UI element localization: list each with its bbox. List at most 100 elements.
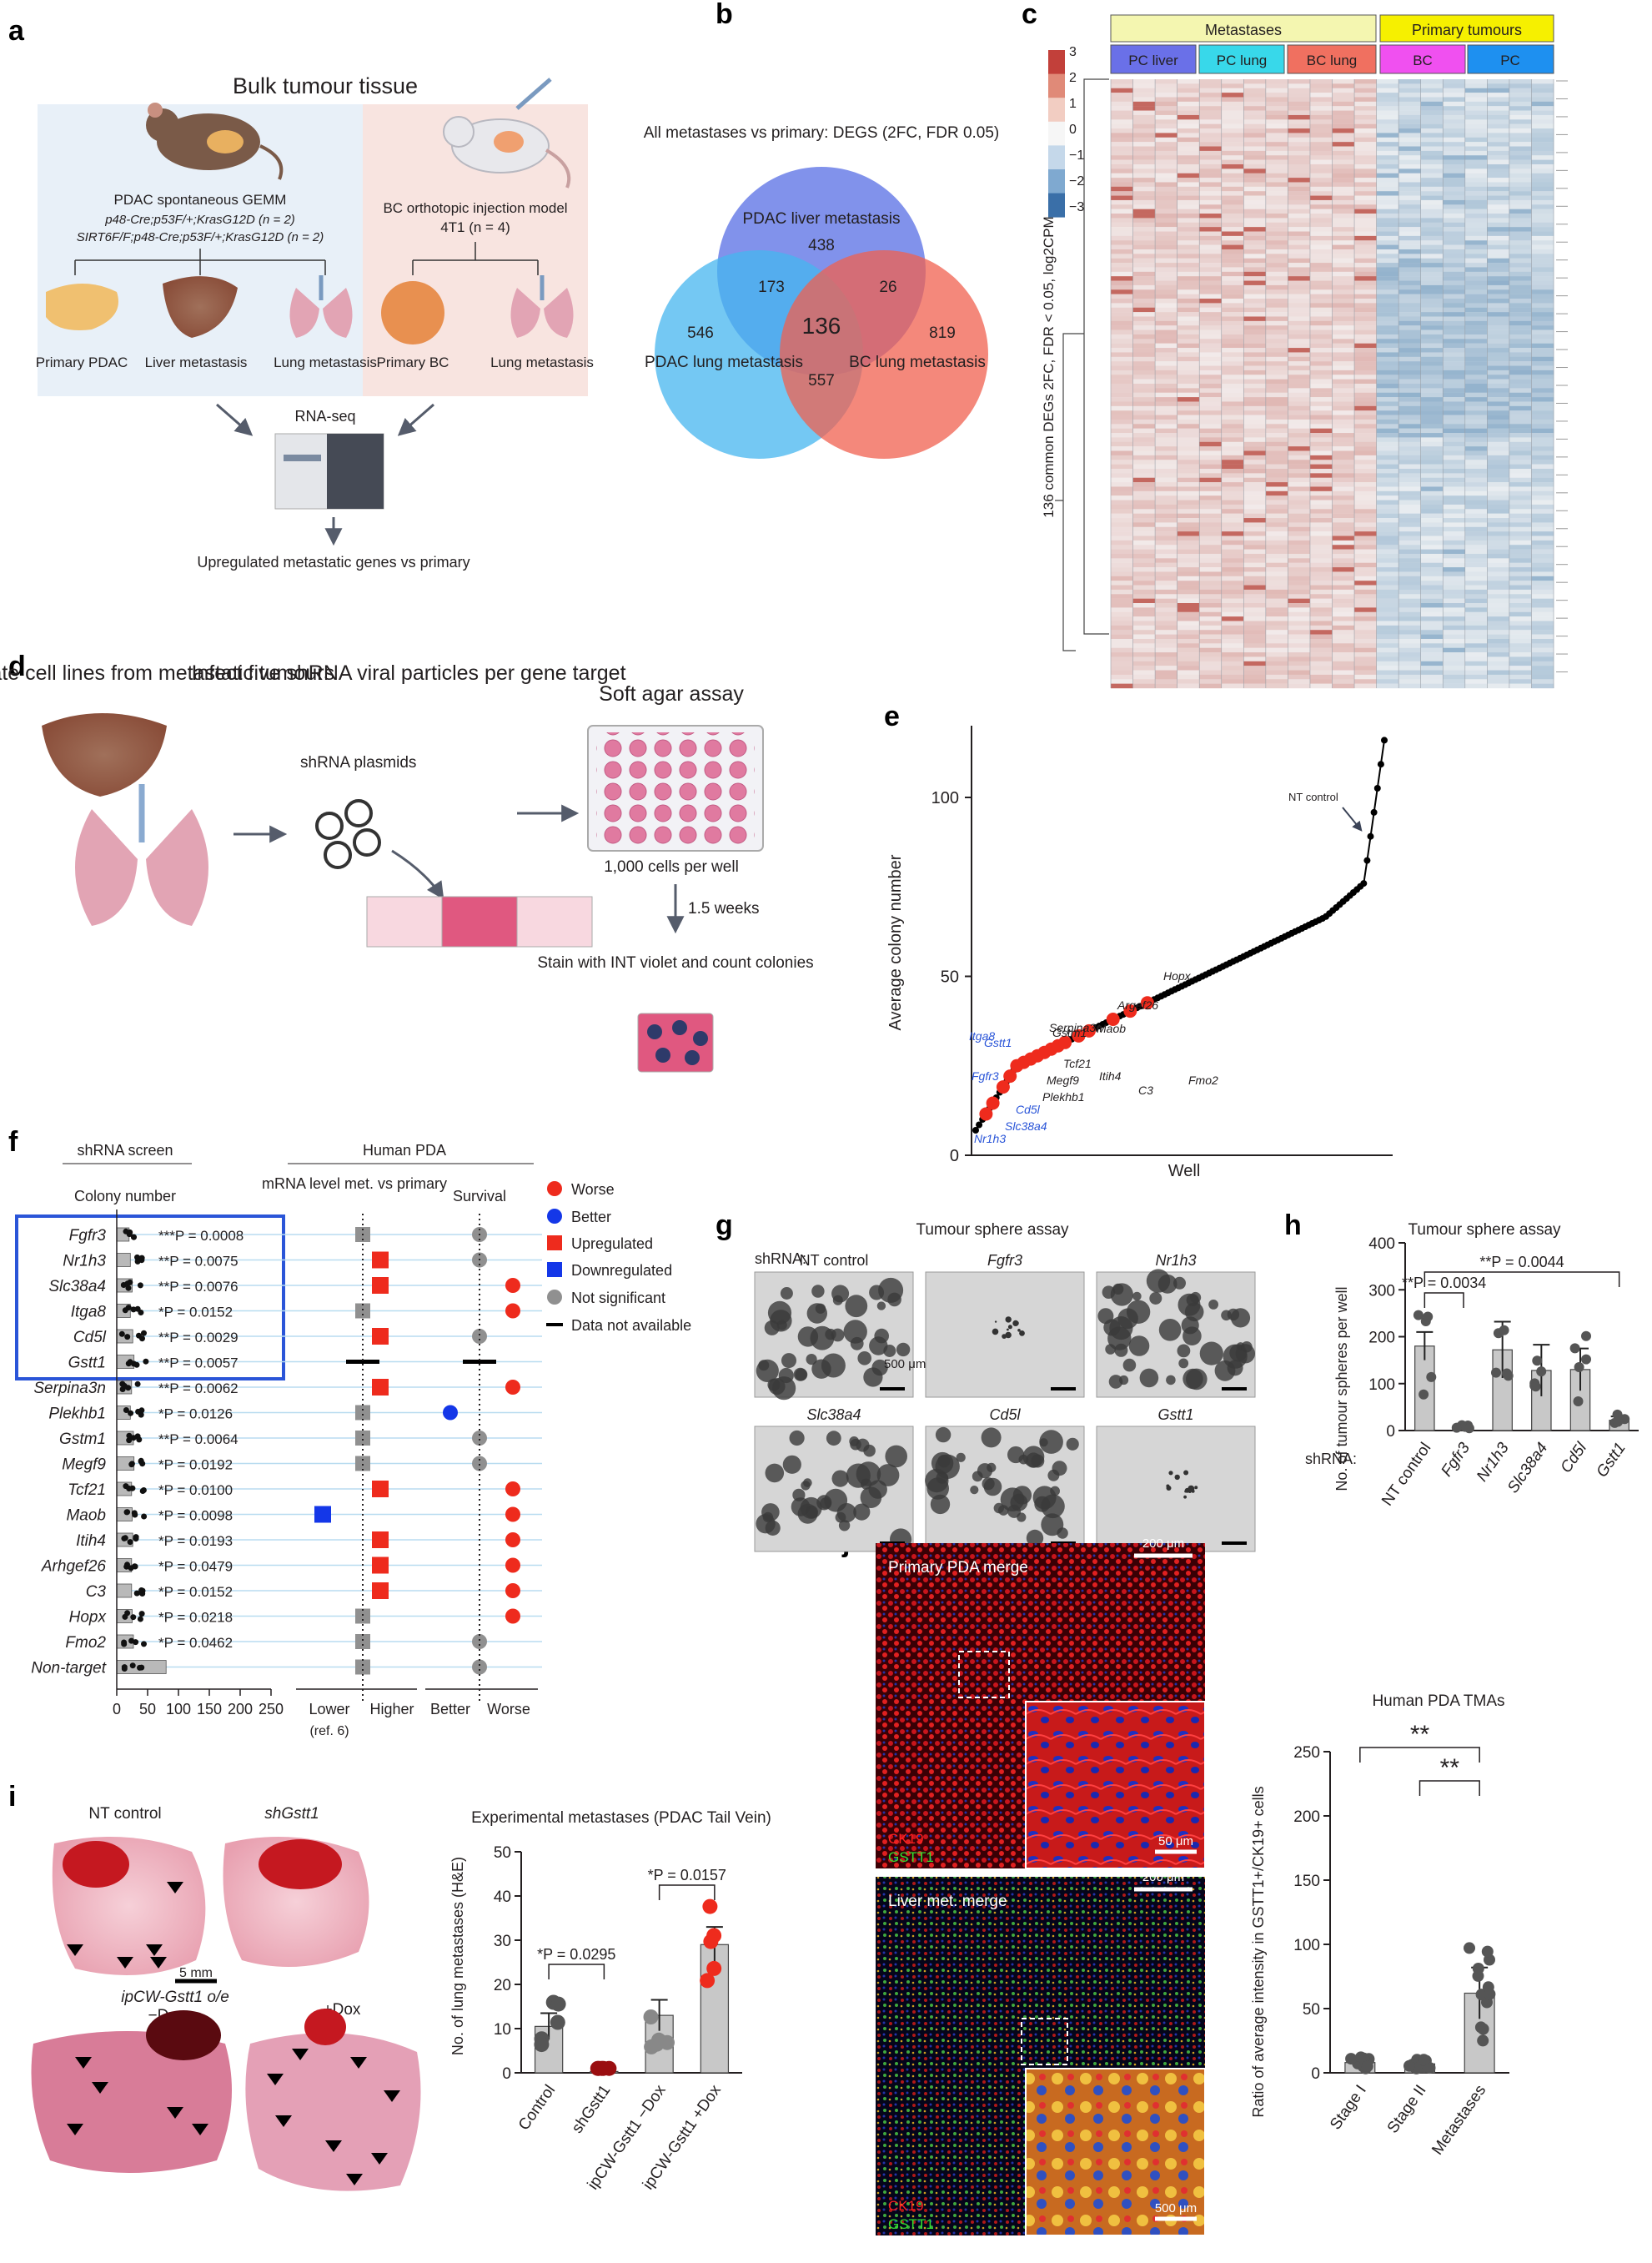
- c-heatmap-cell: [1420, 312, 1444, 317]
- i-arrowhead-icon: [146, 1944, 163, 1956]
- c-heatmap-cell: [1288, 214, 1311, 219]
- c-heatmap-cell: [1177, 647, 1200, 653]
- c-heatmap-cell: [1177, 424, 1200, 429]
- c-heatmap-cell: [1464, 93, 1488, 98]
- c-heatmap-cell: [1288, 191, 1311, 196]
- g-sphere: [1039, 1438, 1048, 1447]
- f-gene-label: Itih4: [76, 1532, 106, 1550]
- c-heatmap-cell: [1398, 450, 1422, 456]
- c-heatmap-cell: [1132, 415, 1156, 420]
- c-heatmap-cell: [1509, 567, 1532, 572]
- c-heatmap-cell: [1531, 450, 1554, 456]
- c-heatmap-cell: [1332, 536, 1355, 541]
- f-pvalue: *P = 0.0152: [158, 1305, 233, 1320]
- c-heatmap-cell: [1531, 616, 1554, 621]
- c-heatmap-cell: [1177, 562, 1200, 568]
- c-heatmap-cell: [1265, 79, 1288, 84]
- c-heatmap-cell: [1376, 683, 1399, 689]
- c-heatmap-cell: [1221, 294, 1244, 299]
- c-heatmap-cell: [1332, 299, 1355, 304]
- d-cells: 1,000 cells per well: [604, 858, 739, 876]
- c-heatmap-cell: [1354, 441, 1377, 447]
- c-heatmap-cell: [1221, 97, 1244, 103]
- c-heatmap-cell: [1376, 146, 1399, 152]
- c-heatmap-cell: [1443, 159, 1466, 165]
- e-highlight-point: [1072, 1028, 1086, 1043]
- c-heatmap-cell: [1243, 276, 1267, 281]
- c-heatmap-cell: [1111, 258, 1133, 264]
- c-heatmap-cell: [1111, 204, 1133, 209]
- c-heatmap-cell: [1509, 545, 1532, 550]
- c-heatmap-cell: [1420, 585, 1444, 591]
- c-heatmap-cell: [1464, 504, 1488, 510]
- g-sphere: [811, 1359, 831, 1379]
- c-heatmap-cell: [1288, 312, 1311, 317]
- c-heatmap-cell: [1509, 549, 1532, 555]
- c-heatmap-cell: [1443, 271, 1466, 277]
- c-heatmap-cell: [1243, 352, 1267, 357]
- c-heatmap-cell: [1111, 611, 1133, 617]
- c-heatmap-cell: [1177, 616, 1200, 621]
- c-heatmap-cell: [1332, 589, 1355, 595]
- bar-y-tick-label: 200: [1293, 1808, 1320, 1826]
- c-heatmap-cell: [1155, 240, 1177, 245]
- c-heatmap-cell: [1531, 473, 1554, 478]
- c-heatmap-cell: [1354, 490, 1377, 496]
- c-heatmap-cell: [1288, 401, 1311, 407]
- c-heatmap-cell: [1354, 137, 1377, 143]
- bar-y-tick-label: 100: [1293, 1937, 1320, 1954]
- c-heatmap-cell: [1177, 303, 1200, 308]
- c-heatmap-cell: [1199, 513, 1223, 519]
- g-sphere: [1107, 1326, 1132, 1350]
- c-sub-label-1: PC liver: [1128, 53, 1178, 68]
- c-heatmap-cell: [1464, 392, 1488, 398]
- c-heatmap-cell: [1288, 405, 1311, 411]
- c-heatmap-cell: [1199, 495, 1223, 500]
- c-heatmap-cell: [1531, 607, 1554, 612]
- c-heatmap-cell: [1132, 513, 1156, 519]
- c-heatmap-cell: [1265, 280, 1288, 286]
- c-heatmap-cell: [1443, 320, 1466, 326]
- c-heatmap-cell: [1132, 191, 1156, 196]
- c-heatmap-cell: [1111, 661, 1133, 666]
- c-heatmap-cell: [1464, 334, 1488, 339]
- c-heatmap-cell: [1398, 464, 1422, 470]
- c-heatmap-cell: [1310, 227, 1333, 232]
- c-heatmap-cell: [1265, 500, 1288, 505]
- c-heatmap-cell: [1310, 634, 1333, 640]
- c-heatmap-cell: [1265, 410, 1288, 415]
- c-heatmap-cell: [1111, 93, 1133, 98]
- c-heatmap-cell: [1199, 526, 1223, 532]
- c-heatmap-cell: [1443, 670, 1466, 676]
- c-heatmap-cell: [1155, 490, 1177, 496]
- f-dot: [138, 1310, 144, 1315]
- c-heatmap-cell: [1199, 571, 1223, 577]
- c-heatmap-cell: [1332, 267, 1355, 273]
- c-heatmap-cell: [1354, 509, 1377, 514]
- c-heatmap-cell: [1487, 683, 1510, 689]
- bar-y-tick-label: 250: [1293, 1744, 1320, 1762]
- c-heatmap-cell: [1376, 137, 1399, 143]
- c-heatmap-cell: [1221, 415, 1244, 420]
- c-heatmap-cell: [1509, 509, 1532, 514]
- c-heatmap-cell: [1310, 235, 1333, 241]
- f-surv-worse: [505, 1532, 520, 1547]
- c-heatmap-cell: [1199, 473, 1223, 478]
- c-heatmap-cell: [1199, 133, 1223, 138]
- c-heatmap-cell: [1265, 540, 1288, 546]
- c-heatmap-cell: [1464, 446, 1488, 451]
- g-sphere: [761, 1503, 780, 1521]
- c-heatmap-cell: [1243, 562, 1267, 568]
- f-pvalue: **P = 0.0062: [158, 1380, 239, 1396]
- c-heatmap-cell: [1132, 630, 1156, 635]
- c-heatmap-cell: [1376, 384, 1399, 389]
- c-heatmap-cell: [1332, 235, 1355, 241]
- c-heatmap-cell: [1243, 146, 1267, 152]
- c-heatmap-cell: [1420, 294, 1444, 299]
- c-heatmap-cell: [1310, 276, 1333, 281]
- c-heatmap-cell: [1354, 536, 1377, 541]
- c-heatmap-cell: [1177, 526, 1200, 532]
- mouse-white-icon: [443, 78, 571, 189]
- c-heatmap-cell: [1310, 280, 1333, 286]
